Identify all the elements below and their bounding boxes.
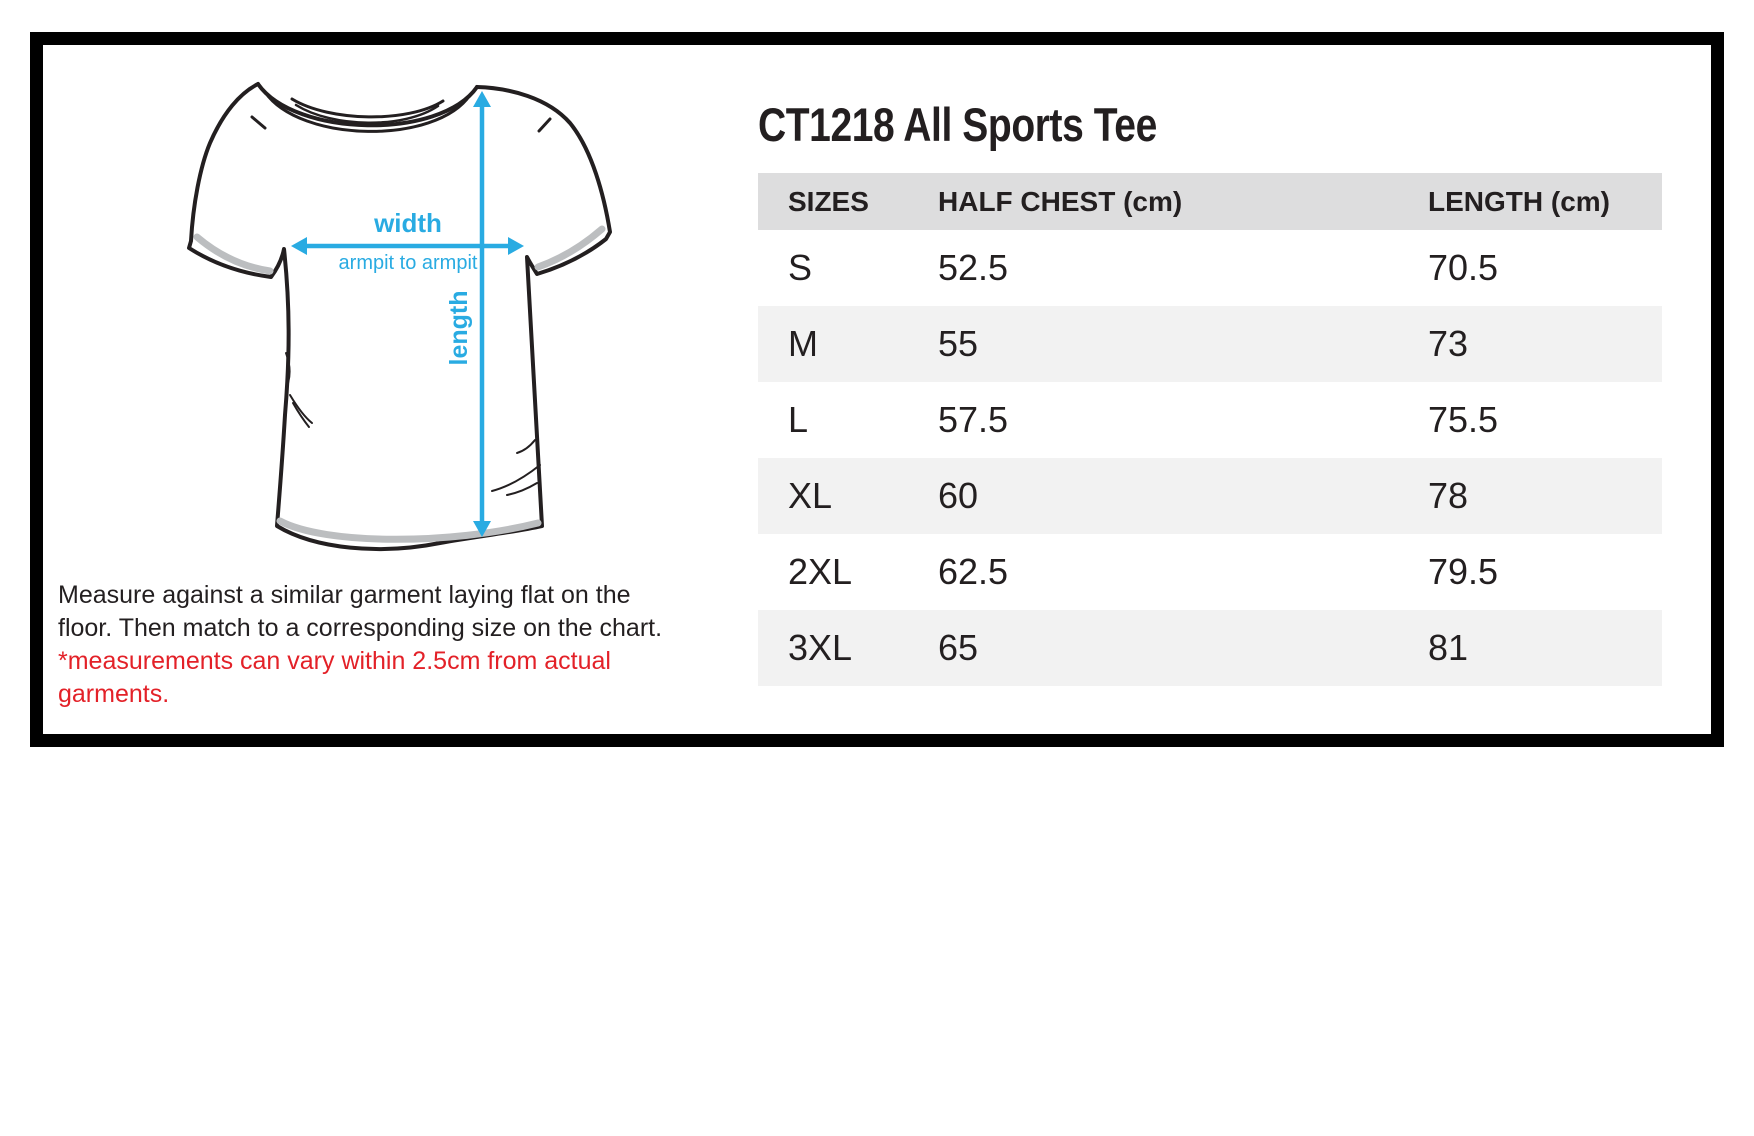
note-line: floor. Then match to a corresponding siz… xyxy=(58,614,663,642)
size-table: SIZES HALF CHEST (cm) LENGTH (cm) S 52.5… xyxy=(758,173,1662,686)
table-row: 3XL 65 81 xyxy=(758,610,1662,686)
column-header-length: LENGTH (cm) xyxy=(1428,173,1662,230)
size-cell: XL xyxy=(788,475,833,516)
size-cell: 3XL xyxy=(788,627,853,668)
length-cell: 73 xyxy=(1428,323,1469,364)
length-cell: 81 xyxy=(1428,627,1469,668)
chart-frame: width armpit to armpit length Measure ag… xyxy=(30,32,1724,747)
half-chest-cell: 52.5 xyxy=(938,247,1009,288)
size-table-header-row: SIZES HALF CHEST (cm) LENGTH (cm) xyxy=(758,173,1662,230)
shoulder-seam-left xyxy=(250,115,267,130)
width-label: width xyxy=(373,208,442,238)
length-cell: 70.5 xyxy=(1428,247,1499,288)
size-cell: S xyxy=(788,247,813,288)
hem-accent-bottom xyxy=(276,517,542,543)
length-cell: 78 xyxy=(1428,475,1469,516)
note-warning-line: garments. xyxy=(58,680,170,708)
column-header-sizes: SIZES xyxy=(758,173,938,230)
width-sublabel: armpit to armpit xyxy=(339,252,478,274)
half-chest-cell: 55 xyxy=(938,323,979,364)
size-cell: 2XL xyxy=(788,551,853,592)
note-line: Measure against a similar garment laying… xyxy=(58,581,631,609)
note-warning-line: *measurements can vary within 2.5cm from… xyxy=(58,647,611,675)
half-chest-cell: 62.5 xyxy=(938,551,1009,592)
tshirt-outline xyxy=(187,82,612,552)
size-cell: L xyxy=(788,399,809,440)
table-row: S 52.5 70.5 xyxy=(758,230,1662,306)
table-row: XL 60 78 xyxy=(758,458,1662,534)
cuff-accent-left xyxy=(193,233,274,275)
tshirt-measurement-diagram: width armpit to armpit length xyxy=(187,82,612,552)
half-chest-cell: 60 xyxy=(938,475,979,516)
collar-back-line-1 xyxy=(290,97,445,119)
length-arrow xyxy=(473,91,491,537)
collar-inner-line xyxy=(263,90,472,133)
table-row: L 57.5 75.5 xyxy=(758,382,1662,458)
column-header-half-chest: HALF CHEST (cm) xyxy=(938,173,1428,230)
collar-back-line-2 xyxy=(294,103,440,124)
measuring-note: Measure against a similar garment laying… xyxy=(58,579,718,711)
length-cell: 79.5 xyxy=(1428,551,1499,592)
half-chest-cell: 65 xyxy=(938,627,979,668)
collar-outer-line xyxy=(256,82,479,128)
shoulder-seam-right xyxy=(537,117,552,133)
half-chest-cell: 57.5 xyxy=(938,399,1009,440)
length-cell: 75.5 xyxy=(1428,399,1499,440)
table-row: 2XL 62.5 79.5 xyxy=(758,534,1662,610)
product-title: CT1218 All Sports Tee xyxy=(758,98,1157,151)
table-row: M 55 73 xyxy=(758,306,1662,382)
size-cell: M xyxy=(788,323,818,364)
wrinkle-lines xyxy=(285,352,541,496)
width-arrow xyxy=(291,237,524,255)
cuff-accent-right xyxy=(534,225,606,271)
length-label: length xyxy=(445,291,473,366)
